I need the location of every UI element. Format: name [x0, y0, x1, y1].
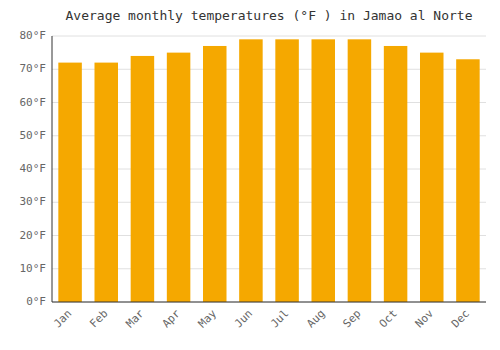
x-tick-label: Oct	[377, 307, 400, 330]
y-tick-label: 10°F	[20, 262, 47, 275]
x-tick-label: Nov	[413, 307, 437, 331]
grid-line	[52, 36, 486, 37]
bar	[456, 59, 480, 302]
bar	[167, 53, 191, 302]
x-axis: Jan Feb Mar Apr May Jun Jul Aug Sep Oct Nov Dec	[51, 307, 472, 331]
x-tick-label: Apr	[160, 307, 184, 331]
bar	[420, 53, 444, 302]
x-tick-label: Dec	[449, 307, 472, 330]
bar	[203, 46, 227, 302]
bar	[348, 39, 372, 302]
bar	[131, 56, 155, 302]
y-axis-line	[52, 36, 53, 302]
y-tick-label: 30°F	[20, 195, 47, 208]
y-tick-label: 40°F	[20, 162, 47, 175]
y-tick-label: 0°F	[26, 295, 46, 308]
bar	[239, 39, 263, 302]
x-tick-label: Jul	[268, 307, 291, 330]
bar	[311, 39, 335, 302]
x-tick-label: Sep	[340, 307, 363, 330]
chart-container: Average monthly temperatures (°F ) in Ja…	[0, 0, 500, 350]
y-tick-label: 20°F	[20, 229, 47, 242]
y-tick-label: 50°F	[20, 129, 47, 142]
title: Average monthly temperatures (°F ) in Ja…	[66, 8, 473, 23]
bar	[275, 39, 299, 302]
y-tick-label: 60°F	[20, 96, 47, 109]
bar	[94, 63, 118, 302]
x-tick-label: May	[196, 307, 220, 331]
bar	[58, 63, 82, 302]
x-tick-label: Aug	[304, 307, 327, 330]
x-tick-label: Jun	[232, 307, 255, 330]
bars	[58, 39, 479, 302]
y-tick-label: 70°F	[20, 62, 47, 75]
x-tick-label: Feb	[87, 307, 110, 330]
x-tick-label: Mar	[123, 307, 147, 331]
bar	[384, 46, 408, 302]
background	[0, 0, 500, 350]
y-axis: 0°F 10°F 20°F 30°F 40°F 50°F 60°F 70°F 80°F	[20, 29, 487, 308]
y-tick-label: 80°F	[20, 29, 47, 42]
x-axis-line	[52, 302, 486, 303]
grid-line	[52, 302, 486, 303]
chart: Average monthly temperatures (°F ) in Ja…	[0, 0, 500, 350]
x-tick-label: Jan	[51, 307, 74, 330]
